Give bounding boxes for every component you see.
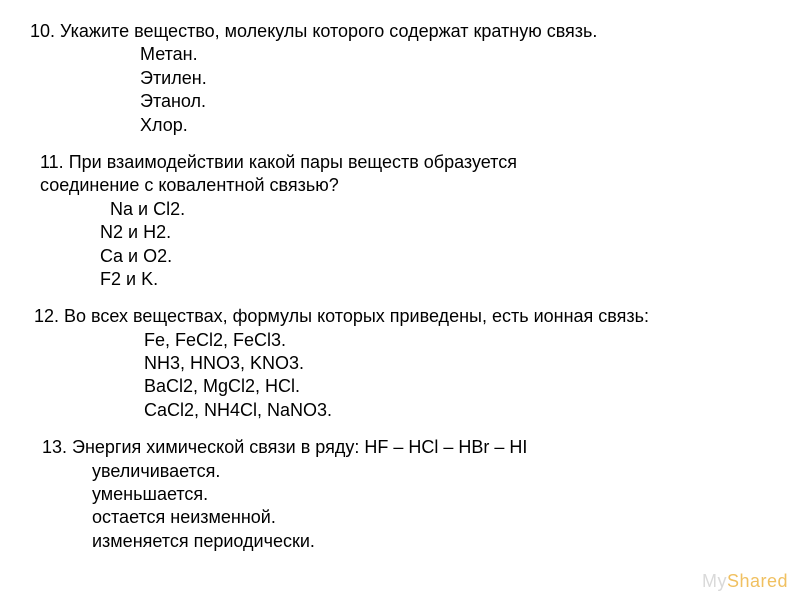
watermark-shared: Shared xyxy=(727,571,788,591)
options-list: Na и Cl2. N2 и H2. Ca и O2. F2 и K. xyxy=(100,198,770,292)
option: изменяется периодически. xyxy=(92,530,770,553)
question-text: 13. Энергия химической связи в ряду: HF … xyxy=(42,436,770,459)
watermark: MyShared xyxy=(702,571,788,592)
question-text-line1: 11. При взаимодействии какой пары вещест… xyxy=(40,151,770,174)
option: уменьшается. xyxy=(92,483,770,506)
question-12: 12. Во всех веществах, формулы которых п… xyxy=(30,305,770,422)
question-text-line2: соединение с ковалентной связью? xyxy=(40,174,770,197)
option: остается неизменной. xyxy=(92,506,770,529)
option: N2 и H2. xyxy=(100,221,770,244)
option: увеличивается. xyxy=(92,460,770,483)
watermark-my: My xyxy=(702,571,727,591)
document-content: 10. Укажите вещество, молекулы которого … xyxy=(0,0,800,553)
options-list: увеличивается. уменьшается. остается неи… xyxy=(92,460,770,554)
option: Хлор. xyxy=(140,114,770,137)
options-list: Fe, FeCl2, FeCl3. NH3, HNO3, KNO3. BaCl2… xyxy=(144,329,770,423)
question-13: 13. Энергия химической связи в ряду: HF … xyxy=(30,436,770,553)
option: Ca и O2. xyxy=(100,245,770,268)
option: Na и Cl2. xyxy=(110,198,770,221)
option: Метан. xyxy=(140,43,770,66)
question-10: 10. Укажите вещество, молекулы которого … xyxy=(30,20,770,137)
question-text: 12. Во всех веществах, формулы которых п… xyxy=(34,305,770,328)
option: Этанол. xyxy=(140,90,770,113)
option: CaCl2, NH4Cl, NaNO3. xyxy=(144,399,770,422)
options-list: Метан. Этилен. Этанол. Хлор. xyxy=(140,43,770,137)
option: Этилен. xyxy=(140,67,770,90)
question-text: 10. Укажите вещество, молекулы которого … xyxy=(30,20,770,43)
question-11: 11. При взаимодействии какой пары вещест… xyxy=(30,151,770,291)
option: BaCl2, MgCl2, HCl. xyxy=(144,375,770,398)
option: NH3, HNO3, KNO3. xyxy=(144,352,770,375)
option: Fe, FeCl2, FeCl3. xyxy=(144,329,770,352)
option: F2 и K. xyxy=(100,268,770,291)
